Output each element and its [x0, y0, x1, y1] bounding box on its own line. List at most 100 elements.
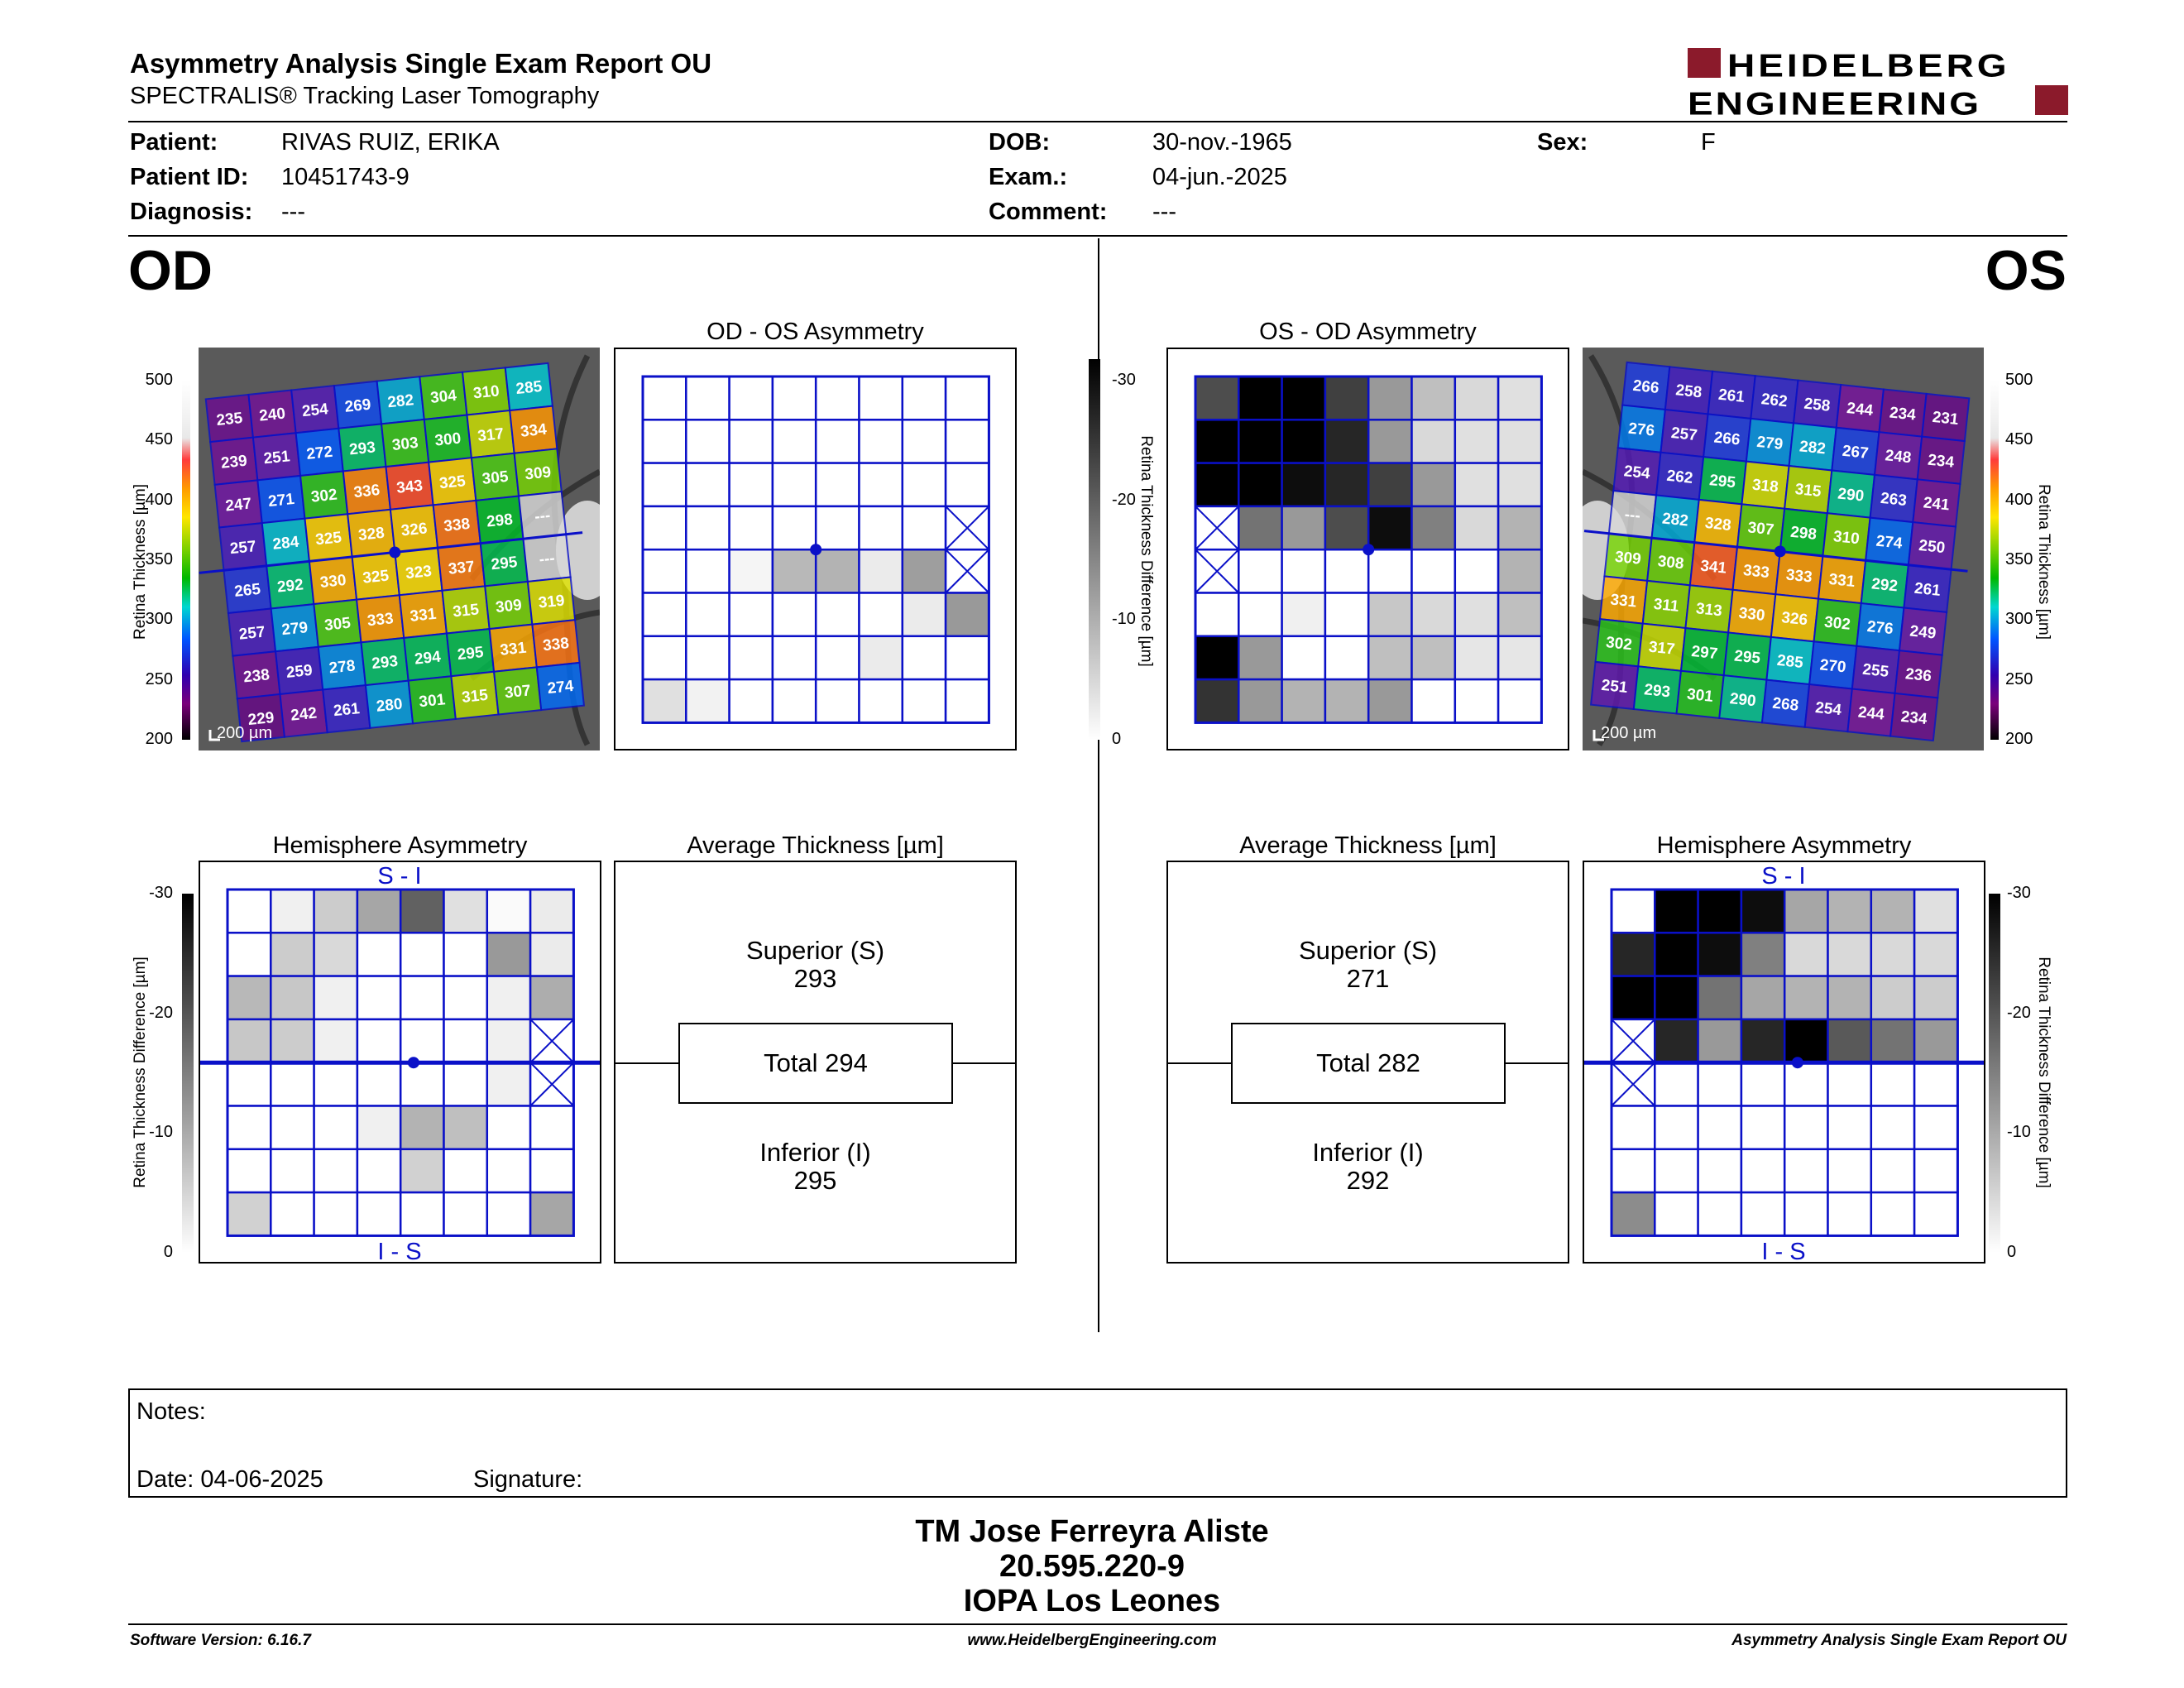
grid-cell [1913, 975, 1959, 1021]
od-average-title: Average Thickness [µm] [687, 832, 944, 859]
grid-cell [443, 1061, 489, 1107]
grid-cell [814, 678, 860, 724]
grid-cell [1454, 419, 1500, 464]
grid-cell [685, 462, 730, 508]
grid-cell [1783, 1018, 1829, 1064]
tick-label: 500 [2005, 371, 2033, 389]
thickness-value: 278 [328, 657, 357, 677]
tick-label: 0 [2007, 1243, 2017, 1261]
footer-website[interactable]: www.HeidelbergEngineering.com [967, 1632, 1217, 1649]
thickness-value: 282 [1798, 438, 1827, 458]
thickness-value: 295 [457, 644, 485, 664]
thickness-value: 284 [272, 534, 300, 554]
thickness-value: 241 [1923, 494, 1951, 514]
os-thickness-axis-label: Retina Thickness [µm] [2035, 484, 2052, 640]
grid-cell [1238, 375, 1283, 421]
os-thickness-map: 266 258 261 262 258 244 234 231 276 257 266 279 282 2… [1583, 348, 1984, 750]
tick-label: -10 [149, 1123, 173, 1142]
grid-cell [1410, 635, 1457, 681]
thickness-value: 302 [310, 486, 338, 506]
grid-cell [771, 548, 817, 594]
notes-box: Notes: Date: 04-06-2025 Signature: [128, 1388, 2067, 1498]
tick-label: 200 [145, 730, 173, 748]
thickness-value: 251 [263, 448, 291, 468]
tick-label: 400 [2005, 490, 2033, 509]
tick-label: 400 [145, 490, 173, 509]
grid-cell [529, 888, 575, 934]
tick-label: 0 [163, 1243, 173, 1261]
grid-cell [1410, 548, 1457, 594]
patient-label: Patient: [130, 129, 218, 156]
grid-cell [1870, 932, 1916, 977]
thickness-value: 336 [353, 482, 381, 501]
thickness-value: 325 [438, 472, 467, 492]
logo-line2: ENGINEERING [1688, 84, 1982, 122]
os-total-box: Total 282 [1231, 1023, 1506, 1104]
grid-cell [858, 419, 904, 464]
dob-value: 30-nov.-1965 [1152, 129, 1292, 156]
grid-cell [1913, 1105, 1959, 1151]
grid-cell [1783, 1105, 1829, 1151]
excluded-cell-mark [529, 1019, 575, 1063]
thickness-value: --- [539, 549, 556, 568]
grid-cell [1454, 548, 1500, 594]
tick-label: -20 [2007, 1003, 2031, 1022]
thickness-value: 315 [452, 601, 480, 621]
grid-cell [1281, 419, 1327, 464]
grid-cell [1324, 375, 1370, 421]
comment-label: Comment: [989, 199, 1108, 225]
grid-cell [641, 548, 687, 594]
thickness-value: 331 [410, 606, 438, 626]
grid-cell [1367, 419, 1413, 464]
grid-cell [1367, 635, 1413, 681]
grid-cell [1238, 592, 1283, 638]
grid-cell [443, 1191, 489, 1237]
thickness-value: 242 [290, 704, 318, 724]
grid-cell [1367, 462, 1413, 508]
od-thickness-colorbar [182, 381, 190, 740]
thickness-value: 261 [333, 700, 361, 720]
thickness-value: 290 [1837, 485, 1865, 505]
grid-cell [399, 975, 445, 1021]
grid-cell [1740, 1018, 1786, 1064]
thickness-value: 279 [1755, 434, 1784, 453]
grid-cell [356, 1018, 402, 1064]
patient-id-label: Patient ID: [130, 164, 249, 190]
thickness-value: 331 [500, 640, 528, 659]
thickness-value: 303 [391, 434, 419, 454]
grid-cell [443, 888, 489, 934]
fovea-marker [389, 546, 401, 559]
grid-cell [901, 505, 947, 551]
excluded-cell-mark [1195, 549, 1240, 594]
grid-cell [399, 1018, 445, 1064]
grid-cell [226, 932, 272, 977]
od-superior-label: Superior (S) [745, 936, 885, 965]
grid-cell [901, 375, 947, 421]
thickness-value: 315 [1794, 481, 1822, 501]
grid-cell [486, 975, 532, 1021]
grid-cell [399, 888, 445, 934]
grid-cell [901, 462, 947, 508]
os-asymmetry-title: OS - OD Asymmetry [1259, 319, 1477, 345]
thickness-value: 251 [1601, 677, 1629, 697]
thickness-value: 274 [547, 678, 575, 698]
thickness-value: 295 [1733, 647, 1761, 667]
grid-cell [486, 1191, 532, 1237]
grid-cell [1610, 888, 1656, 934]
thickness-value: 309 [1614, 549, 1642, 568]
thickness-value: 293 [1643, 681, 1671, 701]
grid-cell [443, 1018, 489, 1064]
os-thickness-colorbar [1990, 381, 1999, 740]
grid-cell [814, 592, 860, 638]
od-asymmetry-grid [641, 375, 990, 724]
grid-cell [1697, 1148, 1743, 1194]
thickness-value: 292 [1870, 575, 1899, 595]
grid-cell [728, 419, 774, 464]
grid-cell [728, 462, 774, 508]
grid-cell [399, 1191, 445, 1237]
thickness-value: 294 [414, 648, 442, 668]
grid-cell [1740, 932, 1786, 977]
grid-cell [1497, 462, 1543, 508]
grid-cell [1654, 1191, 1699, 1237]
thickness-value: 279 [281, 619, 309, 639]
